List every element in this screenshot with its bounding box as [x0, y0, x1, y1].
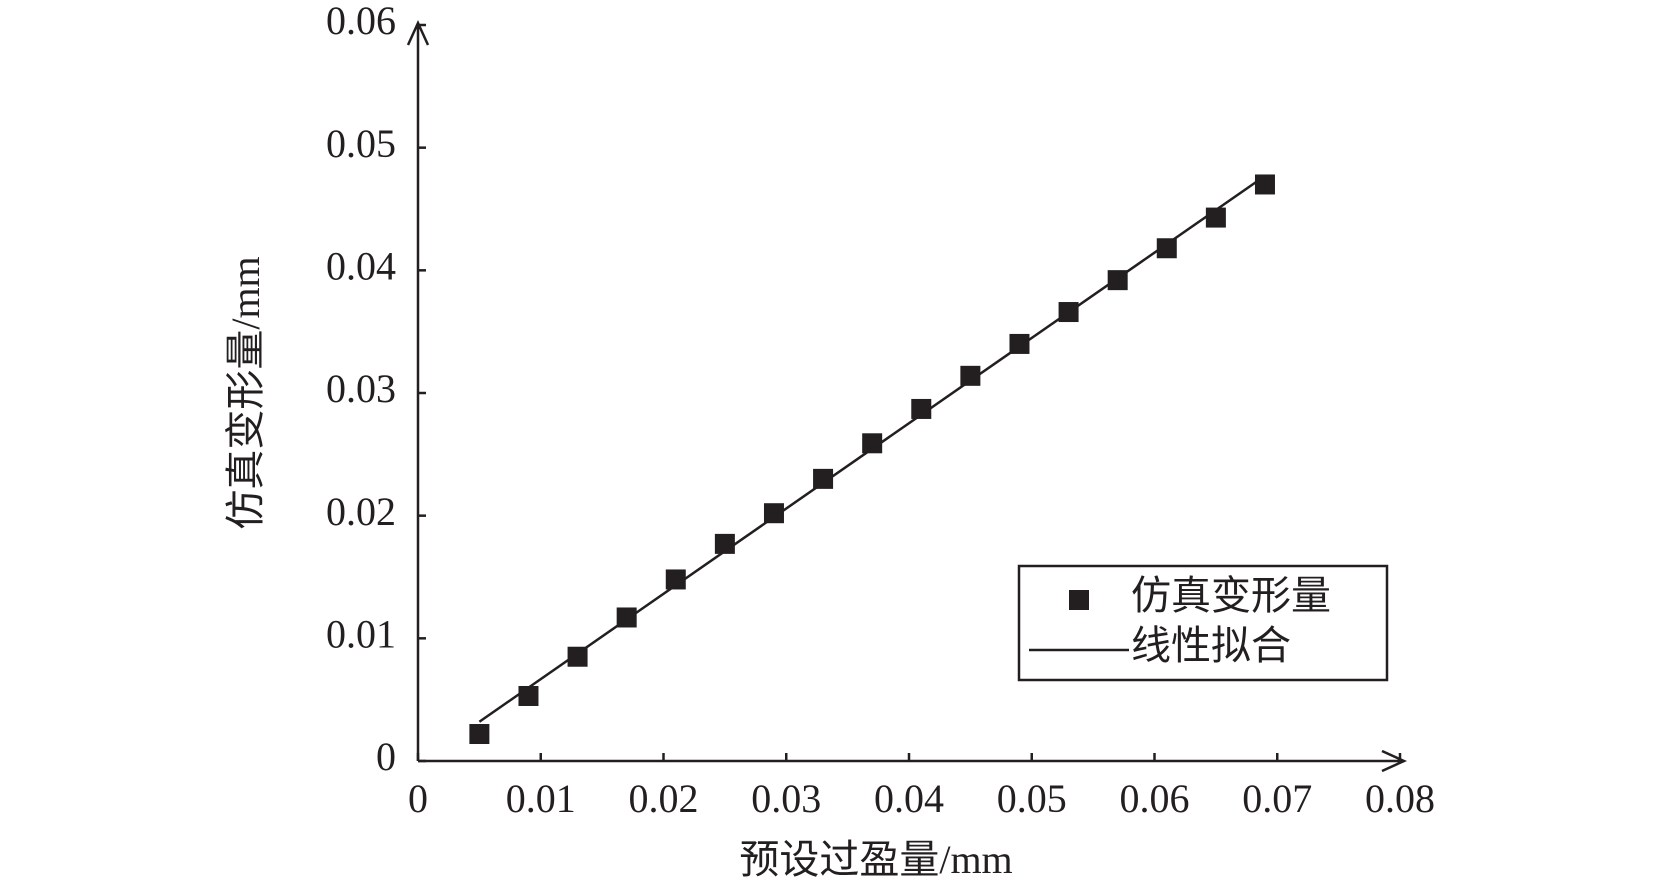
x-tick-label: 0.04: [874, 776, 944, 821]
x-tick-label: 0.01: [506, 776, 576, 821]
y-tick-label: 0.03: [326, 366, 396, 411]
y-tick-label: 0.05: [326, 121, 396, 166]
x-axis-title: 预设过盈量/mm: [739, 837, 1012, 882]
y-tick-label: 0.01: [326, 612, 396, 657]
point: [960, 365, 981, 386]
point: [1254, 174, 1275, 195]
point: [763, 503, 784, 524]
y-axis-title: 仿真变形量/mm: [223, 256, 268, 529]
y-tick-label: 0.06: [326, 0, 396, 43]
x-axis: [418, 749, 1408, 773]
y-tick-label: 0.02: [326, 489, 396, 534]
point: [567, 646, 588, 667]
x-tick-label: 0.05: [997, 776, 1067, 821]
point: [1156, 238, 1177, 259]
legend-label: 线性拟合: [1131, 623, 1291, 668]
x-tick-label: 0.02: [629, 776, 699, 821]
point: [665, 569, 686, 590]
x-tick-label: 0: [408, 776, 428, 821]
point: [813, 468, 834, 489]
y-tick-label: 0: [376, 734, 396, 779]
point: [469, 724, 490, 745]
legend-label: 仿真变形量: [1131, 573, 1331, 618]
legend-box: [1017, 564, 1389, 682]
x-tick-label: 0.08: [1365, 776, 1435, 821]
x-tick-label: 0.06: [1120, 776, 1190, 821]
fit-line: [478, 174, 1266, 723]
x-tick-label: 0.07: [1242, 776, 1312, 821]
point: [911, 398, 932, 419]
legend-marker: [1069, 590, 1089, 610]
point: [862, 433, 883, 454]
x-tick-label: 0.03: [751, 776, 821, 821]
y-tick-label: 0.04: [326, 244, 396, 289]
